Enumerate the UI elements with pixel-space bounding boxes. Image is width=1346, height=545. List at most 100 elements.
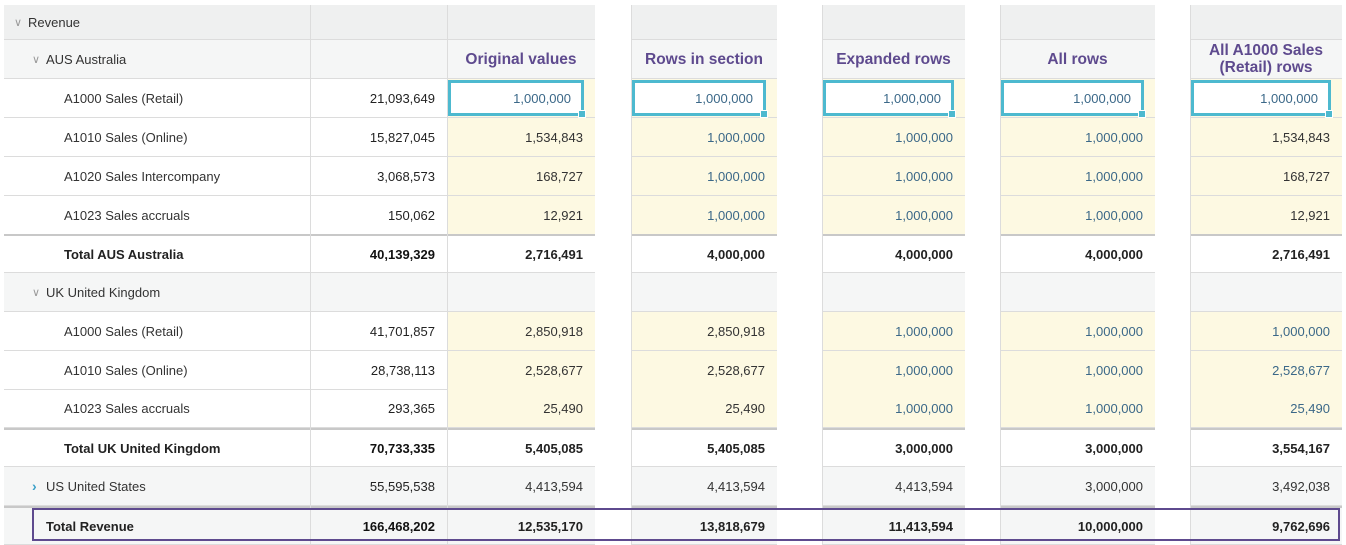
row-label-text: Total AUS Australia bbox=[64, 247, 183, 262]
cell-6-0 bbox=[447, 273, 595, 312]
cell-12-0[interactable]: 12,535,170 bbox=[447, 506, 595, 545]
cell-11-4[interactable]: 3,492,038 bbox=[1190, 467, 1342, 506]
fill-handle[interactable] bbox=[760, 110, 768, 118]
row-label-text: A1020 Sales Intercompany bbox=[64, 169, 220, 184]
base-value-1: 21,093,649 bbox=[310, 79, 447, 118]
header-top-0 bbox=[447, 5, 595, 40]
root-label: Revenue bbox=[28, 15, 80, 30]
row-label-text: A1023 Sales accruals bbox=[64, 208, 190, 223]
row-label-text: A1023 Sales accruals bbox=[64, 401, 190, 416]
cell-8-0[interactable]: 2,528,677 bbox=[447, 351, 595, 390]
cell-9-4[interactable]: 25,490 bbox=[1190, 389, 1342, 428]
base-value-11: 55,595,538 bbox=[310, 467, 447, 506]
cell-10-0[interactable]: 5,405,085 bbox=[447, 428, 595, 467]
cell-3-1[interactable]: 1,000,000 bbox=[631, 157, 777, 196]
fill-handle[interactable] bbox=[1138, 110, 1146, 118]
cell-10-2[interactable]: 3,000,000 bbox=[822, 428, 965, 467]
row-label-text: Total UK United Kingdom bbox=[64, 441, 220, 456]
row-label-text: A1010 Sales (Online) bbox=[64, 363, 188, 378]
column-header-2[interactable]: Expanded rows bbox=[822, 40, 965, 79]
cell-9-3[interactable]: 1,000,000 bbox=[1000, 389, 1155, 428]
cell-9-2[interactable]: 1,000,000 bbox=[822, 389, 965, 428]
cell-4-0[interactable]: 12,921 bbox=[447, 196, 595, 235]
row-label-0[interactable]: ∨AUS Australia bbox=[4, 40, 310, 79]
cell-7-0[interactable]: 2,850,918 bbox=[447, 312, 595, 351]
cell-4-3[interactable]: 1,000,000 bbox=[1000, 196, 1155, 235]
cell-8-2[interactable]: 1,000,000 bbox=[822, 351, 965, 390]
selected-cell[interactable]: 1,000,000 bbox=[1001, 80, 1144, 116]
fill-handle[interactable] bbox=[948, 110, 956, 118]
fill-handle[interactable] bbox=[1325, 110, 1333, 118]
cell-2-3[interactable]: 1,000,000 bbox=[1000, 118, 1155, 157]
selected-cell[interactable]: 1,000,000 bbox=[448, 80, 584, 116]
cell-6-2 bbox=[822, 273, 965, 312]
fill-handle[interactable] bbox=[578, 110, 586, 118]
selected-cell[interactable]: 1,000,000 bbox=[632, 80, 766, 116]
chevron-down-icon[interactable]: ∨ bbox=[32, 286, 46, 299]
cell-6-4 bbox=[1190, 273, 1342, 312]
cell-3-4[interactable]: 168,727 bbox=[1190, 157, 1342, 196]
cell-11-3[interactable]: 3,000,000 bbox=[1000, 467, 1155, 506]
row-label-text: A1010 Sales (Online) bbox=[64, 130, 188, 145]
row-label-text: US United States bbox=[46, 479, 146, 494]
cell-4-1[interactable]: 1,000,000 bbox=[631, 196, 777, 235]
cell-2-2[interactable]: 1,000,000 bbox=[822, 118, 965, 157]
cell-5-1[interactable]: 4,000,000 bbox=[631, 234, 777, 273]
cell-3-3[interactable]: 1,000,000 bbox=[1000, 157, 1155, 196]
row-label-text: A1000 Sales (Retail) bbox=[64, 91, 183, 106]
cell-7-2[interactable]: 1,000,000 bbox=[822, 312, 965, 351]
column-header-1[interactable]: Rows in section bbox=[631, 40, 777, 79]
row-label-6[interactable]: ∨UK United Kingdom bbox=[4, 273, 310, 312]
base-value-10: 70,733,335 bbox=[310, 428, 447, 467]
row-label-text: AUS Australia bbox=[46, 52, 126, 67]
selected-cell[interactable]: 1,000,000 bbox=[1191, 80, 1331, 116]
cell-11-2[interactable]: 4,413,594 bbox=[822, 467, 965, 506]
base-value-6 bbox=[310, 273, 447, 312]
column-header-4[interactable]: All A1000 Sales (Retail) rows bbox=[1190, 40, 1342, 79]
cell-8-4[interactable]: 2,528,677 bbox=[1190, 351, 1342, 390]
chevron-down-icon[interactable]: ∨ bbox=[14, 16, 28, 29]
cell-8-3[interactable]: 1,000,000 bbox=[1000, 351, 1155, 390]
cell-2-4[interactable]: 1,534,843 bbox=[1190, 118, 1342, 157]
cell-3-2[interactable]: 1,000,000 bbox=[822, 157, 965, 196]
cell-4-4[interactable]: 12,921 bbox=[1190, 196, 1342, 235]
base-value-5: 40,139,329 bbox=[310, 234, 447, 273]
row-label-3: A1020 Sales Intercompany bbox=[4, 157, 310, 196]
row-label-2: A1010 Sales (Online) bbox=[4, 118, 310, 157]
cell-2-0[interactable]: 1,534,843 bbox=[447, 118, 595, 157]
row-label-text: UK United Kingdom bbox=[46, 285, 160, 300]
cell-9-0[interactable]: 25,490 bbox=[447, 389, 595, 428]
cell-5-4[interactable]: 2,716,491 bbox=[1190, 234, 1342, 273]
column-header-0[interactable]: Original values bbox=[447, 40, 595, 79]
cell-5-3[interactable]: 4,000,000 bbox=[1000, 234, 1155, 273]
cell-7-1[interactable]: 2,850,918 bbox=[631, 312, 777, 351]
header-top-3 bbox=[1000, 5, 1155, 40]
cell-3-0[interactable]: 168,727 bbox=[447, 157, 595, 196]
tree-root-revenue[interactable]: ∨Revenue bbox=[4, 5, 310, 40]
chevron-down-icon[interactable]: ∨ bbox=[32, 53, 46, 66]
cell-12-1[interactable]: 13,818,679 bbox=[631, 506, 777, 545]
header-top-2 bbox=[822, 5, 965, 40]
cell-10-4[interactable]: 3,554,167 bbox=[1190, 428, 1342, 467]
cell-12-3[interactable]: 10,000,000 bbox=[1000, 506, 1155, 545]
cell-7-3[interactable]: 1,000,000 bbox=[1000, 312, 1155, 351]
cell-10-3[interactable]: 3,000,000 bbox=[1000, 428, 1155, 467]
cell-5-0[interactable]: 2,716,491 bbox=[447, 234, 595, 273]
cell-11-1[interactable]: 4,413,594 bbox=[631, 467, 777, 506]
chevron-right-icon[interactable]: › bbox=[32, 478, 46, 494]
cell-12-2[interactable]: 11,413,594 bbox=[822, 506, 965, 545]
cell-11-0[interactable]: 4,413,594 bbox=[447, 467, 595, 506]
cell-7-4[interactable]: 1,000,000 bbox=[1190, 312, 1342, 351]
cell-9-1[interactable]: 25,490 bbox=[631, 389, 777, 428]
cell-10-1[interactable]: 5,405,085 bbox=[631, 428, 777, 467]
column-header-3[interactable]: All rows bbox=[1000, 40, 1155, 79]
cell-2-1[interactable]: 1,000,000 bbox=[631, 118, 777, 157]
cell-12-4[interactable]: 9,762,696 bbox=[1190, 506, 1342, 545]
selected-cell[interactable]: 1,000,000 bbox=[823, 80, 954, 116]
cell-8-1[interactable]: 2,528,677 bbox=[631, 351, 777, 390]
row-label-11[interactable]: ›US United States bbox=[4, 467, 310, 506]
row-label-10: Total UK United Kingdom bbox=[4, 428, 310, 467]
cell-4-2[interactable]: 1,000,000 bbox=[822, 196, 965, 235]
cell-5-2[interactable]: 4,000,000 bbox=[822, 234, 965, 273]
header-top-4 bbox=[1190, 5, 1342, 40]
